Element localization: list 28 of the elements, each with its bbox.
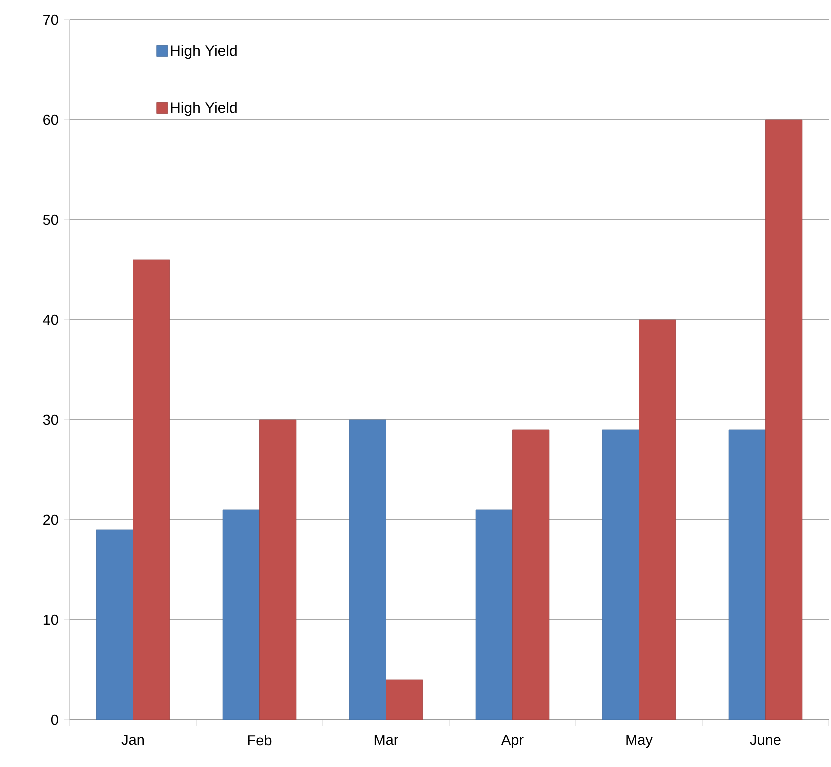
x-tick-label: Jan <box>122 735 144 746</box>
bar <box>133 260 170 720</box>
x-tick-label: Apr <box>502 735 524 748</box>
bar <box>476 510 513 720</box>
y-tick-label: 50 <box>43 214 58 226</box>
bar <box>512 430 550 720</box>
y-tick-label: 10 <box>44 614 58 626</box>
y-tick-label: 60 <box>44 114 58 126</box>
bar <box>728 430 766 720</box>
bar <box>386 680 424 720</box>
x-tick-label: Mar <box>374 735 398 746</box>
bar <box>260 420 297 720</box>
y-tick-label: 20 <box>44 514 58 526</box>
x-tick-label: Feb <box>248 735 272 746</box>
y-tick-label: 70 <box>44 14 58 26</box>
legend-label: High Yield <box>171 102 237 116</box>
bar <box>639 320 676 720</box>
y-tick-label: 30 <box>43 414 58 426</box>
x-tick-label: June <box>750 735 781 746</box>
bar <box>766 120 803 720</box>
bar <box>222 510 260 720</box>
legend-label: High Yield <box>171 45 237 60</box>
bar <box>349 420 386 720</box>
bar <box>602 430 640 720</box>
y-tick-label: 0 <box>51 714 58 726</box>
y-tick-label: 40 <box>43 314 58 326</box>
x-tick-label: May <box>626 735 653 748</box>
bar <box>96 530 134 720</box>
